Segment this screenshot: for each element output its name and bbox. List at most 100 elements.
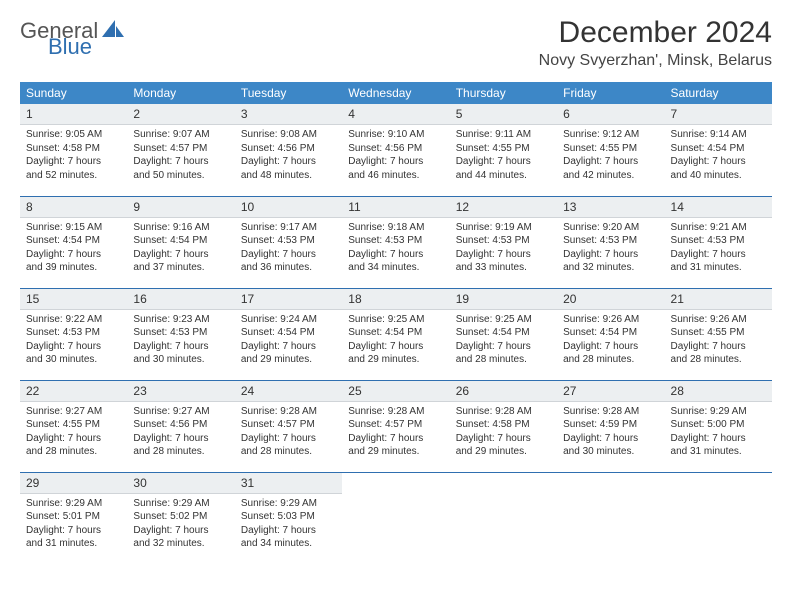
day-number: 24 [235,381,342,402]
sunset-text: Sunset: 4:58 PM [456,418,551,432]
day-number: 29 [20,473,127,494]
sunrise-text: Sunrise: 9:17 AM [241,221,336,235]
day-details: Sunrise: 9:28 AMSunset: 4:57 PMDaylight:… [235,402,342,463]
sunrise-text: Sunrise: 9:28 AM [241,405,336,419]
day-cell: 26Sunrise: 9:28 AMSunset: 4:58 PMDayligh… [450,380,557,472]
sunrise-text: Sunrise: 9:29 AM [671,405,766,419]
day-number: 31 [235,473,342,494]
daylight-line2: and 40 minutes. [671,169,766,183]
day-cell: 10Sunrise: 9:17 AMSunset: 4:53 PMDayligh… [235,196,342,288]
daylight-line2: and 52 minutes. [26,169,121,183]
week-row: 15Sunrise: 9:22 AMSunset: 4:53 PMDayligh… [20,288,772,380]
day-details: Sunrise: 9:26 AMSunset: 4:54 PMDaylight:… [557,310,664,371]
sunrise-text: Sunrise: 9:14 AM [671,128,766,142]
day-details: Sunrise: 9:19 AMSunset: 4:53 PMDaylight:… [450,218,557,279]
sunrise-text: Sunrise: 9:08 AM [241,128,336,142]
sunrise-text: Sunrise: 9:27 AM [133,405,228,419]
sunset-text: Sunset: 4:57 PM [133,142,228,156]
day-cell: 12Sunrise: 9:19 AMSunset: 4:53 PMDayligh… [450,196,557,288]
daylight-line2: and 31 minutes. [671,261,766,275]
sunrise-text: Sunrise: 9:26 AM [671,313,766,327]
calendar-table: Sunday Monday Tuesday Wednesday Thursday… [20,82,772,564]
day-details: Sunrise: 9:25 AMSunset: 4:54 PMDaylight:… [342,310,449,371]
sunset-text: Sunset: 4:53 PM [348,234,443,248]
daylight-line2: and 28 minutes. [133,445,228,459]
daylight-line2: and 30 minutes. [133,353,228,367]
daylight-line2: and 39 minutes. [26,261,121,275]
daylight-line1: Daylight: 7 hours [348,432,443,446]
daylight-line1: Daylight: 7 hours [563,155,658,169]
sunrise-text: Sunrise: 9:23 AM [133,313,228,327]
day-cell: 23Sunrise: 9:27 AMSunset: 4:56 PMDayligh… [127,380,234,472]
day-cell: 28Sunrise: 9:29 AMSunset: 5:00 PMDayligh… [665,380,772,472]
day-details: Sunrise: 9:28 AMSunset: 4:57 PMDaylight:… [342,402,449,463]
page-header: General Blue December 2024 Novy Svyerzha… [20,16,772,70]
day-cell: 17Sunrise: 9:24 AMSunset: 4:54 PMDayligh… [235,288,342,380]
day-details: Sunrise: 9:25 AMSunset: 4:54 PMDaylight:… [450,310,557,371]
daylight-line2: and 32 minutes. [563,261,658,275]
sunset-text: Sunset: 4:54 PM [133,234,228,248]
daylight-line1: Daylight: 7 hours [456,155,551,169]
daylight-line2: and 46 minutes. [348,169,443,183]
day-cell: 2Sunrise: 9:07 AMSunset: 4:57 PMDaylight… [127,104,234,196]
sunset-text: Sunset: 4:56 PM [133,418,228,432]
sunrise-text: Sunrise: 9:21 AM [671,221,766,235]
day-details: Sunrise: 9:07 AMSunset: 4:57 PMDaylight:… [127,125,234,186]
daylight-line2: and 30 minutes. [563,445,658,459]
day-number: 28 [665,381,772,402]
day-details: Sunrise: 9:11 AMSunset: 4:55 PMDaylight:… [450,125,557,186]
day-cell: 11Sunrise: 9:18 AMSunset: 4:53 PMDayligh… [342,196,449,288]
day-number: 10 [235,197,342,218]
day-details: Sunrise: 9:12 AMSunset: 4:55 PMDaylight:… [557,125,664,186]
sunset-text: Sunset: 4:53 PM [563,234,658,248]
daylight-line2: and 42 minutes. [563,169,658,183]
daylight-line2: and 44 minutes. [456,169,551,183]
day-details: Sunrise: 9:28 AMSunset: 4:58 PMDaylight:… [450,402,557,463]
day-cell: 6Sunrise: 9:12 AMSunset: 4:55 PMDaylight… [557,104,664,196]
sunrise-text: Sunrise: 9:28 AM [348,405,443,419]
day-cell: 13Sunrise: 9:20 AMSunset: 4:53 PMDayligh… [557,196,664,288]
daylight-line2: and 30 minutes. [26,353,121,367]
day-cell: 4Sunrise: 9:10 AMSunset: 4:56 PMDaylight… [342,104,449,196]
sunset-text: Sunset: 4:59 PM [563,418,658,432]
sunset-text: Sunset: 5:02 PM [133,510,228,524]
daylight-line1: Daylight: 7 hours [26,340,121,354]
daylight-line1: Daylight: 7 hours [348,340,443,354]
weekday-header: Friday [557,82,664,104]
day-number: 22 [20,381,127,402]
brand-logo: General Blue [20,16,124,58]
day-number: 4 [342,104,449,125]
daylight-line2: and 31 minutes. [671,445,766,459]
sunset-text: Sunset: 4:56 PM [241,142,336,156]
day-cell: 16Sunrise: 9:23 AMSunset: 4:53 PMDayligh… [127,288,234,380]
sunrise-text: Sunrise: 9:12 AM [563,128,658,142]
daylight-line1: Daylight: 7 hours [241,248,336,262]
sunset-text: Sunset: 4:53 PM [456,234,551,248]
weekday-header-row: Sunday Monday Tuesday Wednesday Thursday… [20,82,772,104]
daylight-line2: and 28 minutes. [563,353,658,367]
sunset-text: Sunset: 4:55 PM [563,142,658,156]
daylight-line1: Daylight: 7 hours [241,155,336,169]
day-details: Sunrise: 9:08 AMSunset: 4:56 PMDaylight:… [235,125,342,186]
daylight-line1: Daylight: 7 hours [348,155,443,169]
daylight-line1: Daylight: 7 hours [133,524,228,538]
daylight-line1: Daylight: 7 hours [26,248,121,262]
week-row: 8Sunrise: 9:15 AMSunset: 4:54 PMDaylight… [20,196,772,288]
sunset-text: Sunset: 5:00 PM [671,418,766,432]
day-details: Sunrise: 9:21 AMSunset: 4:53 PMDaylight:… [665,218,772,279]
month-title: December 2024 [539,16,772,50]
week-row: 1Sunrise: 9:05 AMSunset: 4:58 PMDaylight… [20,104,772,196]
sunrise-text: Sunrise: 9:28 AM [456,405,551,419]
day-cell: 8Sunrise: 9:15 AMSunset: 4:54 PMDaylight… [20,196,127,288]
daylight-line1: Daylight: 7 hours [563,432,658,446]
daylight-line2: and 50 minutes. [133,169,228,183]
day-cell: 3Sunrise: 9:08 AMSunset: 4:56 PMDaylight… [235,104,342,196]
day-number: 8 [20,197,127,218]
sunrise-text: Sunrise: 9:29 AM [26,497,121,511]
day-number: 27 [557,381,664,402]
day-cell [557,472,664,564]
day-number: 16 [127,289,234,310]
sunset-text: Sunset: 4:55 PM [26,418,121,432]
daylight-line2: and 33 minutes. [456,261,551,275]
sunset-text: Sunset: 4:58 PM [26,142,121,156]
